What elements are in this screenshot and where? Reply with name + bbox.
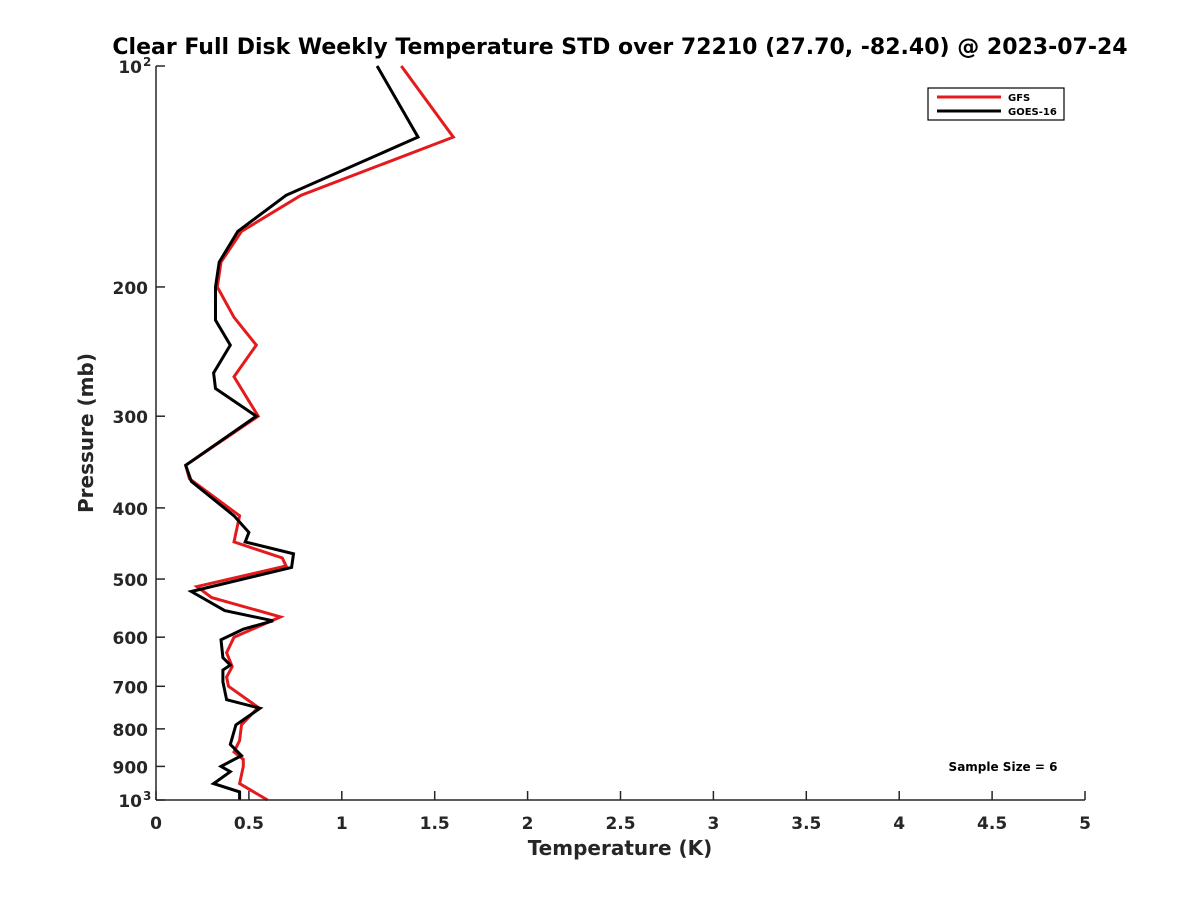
x-tick-label: 3.5 [791,814,821,834]
axes: 0 0.5 1 1.5 2 2.5 3 3.5 4 4.5 5 10 2200300400500600… [113,55,1091,834]
series-line-goes-16 [183,65,421,800]
y-tick-label: 300 [113,408,149,428]
legend-box [927,87,1065,121]
y-axis-label: Pressure (mb) [74,353,98,513]
y-tick-label: 200 [113,279,149,299]
x-tick-label: 0.5 [234,814,264,834]
y-tick-exponent: 3 [143,789,151,803]
x-tick-label: 4 [893,814,905,834]
y-tick-exponent: 2 [143,55,151,69]
sample-size-annotation: Sample Size = 6 [949,760,1058,774]
x-tick-label: 0 [150,814,162,834]
y-tick-label: 400 [113,500,149,520]
chart-title: Clear Full Disk Weekly Temperature STD o… [112,35,1127,60]
x-tick-label: 3 [707,814,719,834]
x-axis-label: Temperature (K) [528,836,713,860]
x-tick-label: 1.5 [420,814,450,834]
plot-area [183,65,456,802]
x-tick-label: 4.5 [977,814,1007,834]
legend: GFS GOES-16 [927,87,1065,121]
y-tick-label: 700 [113,678,149,698]
y-tick-label: 600 [113,629,149,649]
legend-label-goes-16: GOES-16 [1008,107,1057,118]
x-axis-ticks: 0 0.5 1 1.5 2 2.5 3 3.5 4 4.5 5 [150,791,1091,834]
y-tick-label: 10 [118,58,142,78]
y-tick-label: 800 [113,721,149,741]
y-tick-label: 10 [118,792,142,812]
x-tick-label: 2.5 [605,814,635,834]
series-line-gfs [183,65,456,802]
legend-label-gfs: GFS [1008,93,1030,104]
y-tick-label: 900 [113,758,149,778]
y-tick-label: 500 [113,571,149,591]
x-tick-label: 5 [1079,814,1091,834]
x-tick-label: 1 [336,814,348,834]
x-tick-label: 2 [522,814,534,834]
